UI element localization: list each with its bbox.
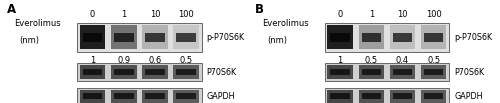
Bar: [358, 90, 384, 103]
Bar: [146, 94, 165, 99]
Text: 10: 10: [397, 10, 408, 19]
Bar: [390, 90, 415, 103]
Text: (nm): (nm): [20, 36, 40, 45]
Bar: [174, 90, 199, 103]
Bar: [174, 25, 199, 49]
Text: p-P70S6K: p-P70S6K: [454, 33, 492, 42]
Bar: [330, 33, 350, 42]
Bar: [142, 65, 168, 79]
Bar: [328, 90, 353, 103]
Text: Everolimus: Everolimus: [262, 19, 308, 28]
Bar: [424, 33, 444, 42]
Text: 10: 10: [150, 10, 160, 19]
Bar: [421, 25, 446, 49]
Text: 100: 100: [178, 10, 194, 19]
Bar: [362, 33, 381, 42]
Bar: [324, 23, 450, 52]
Bar: [421, 90, 446, 103]
Bar: [114, 33, 134, 42]
Text: 1: 1: [338, 56, 342, 65]
Text: p-P70S6K: p-P70S6K: [206, 33, 244, 42]
Bar: [393, 94, 412, 99]
Text: 0.5: 0.5: [364, 56, 378, 65]
Bar: [114, 94, 134, 99]
Bar: [390, 65, 415, 79]
Text: 0.5: 0.5: [427, 56, 440, 65]
Text: 0.6: 0.6: [148, 56, 162, 65]
Bar: [80, 25, 106, 49]
Bar: [362, 94, 381, 99]
Bar: [83, 33, 102, 42]
Text: 0.4: 0.4: [396, 56, 409, 65]
Text: A: A: [8, 3, 16, 16]
Text: 1: 1: [368, 10, 374, 19]
Bar: [111, 65, 136, 79]
Bar: [83, 94, 102, 99]
Bar: [80, 65, 106, 79]
Bar: [77, 63, 202, 81]
Bar: [328, 25, 353, 49]
Text: Everolimus: Everolimus: [14, 19, 61, 28]
Bar: [390, 25, 415, 49]
Bar: [83, 69, 102, 75]
Bar: [362, 69, 381, 75]
Bar: [142, 90, 168, 103]
Text: P70S6K: P70S6K: [454, 68, 484, 77]
Bar: [421, 65, 446, 79]
Text: 0.9: 0.9: [117, 56, 130, 65]
Bar: [146, 69, 165, 75]
Bar: [330, 94, 350, 99]
Text: (nm): (nm): [267, 36, 287, 45]
Bar: [324, 63, 450, 81]
Bar: [358, 25, 384, 49]
Bar: [142, 25, 168, 49]
Bar: [77, 23, 202, 52]
Bar: [111, 25, 136, 49]
Bar: [424, 69, 444, 75]
Bar: [176, 33, 196, 42]
Text: GAPDH: GAPDH: [454, 92, 482, 101]
Bar: [80, 90, 106, 103]
Bar: [111, 90, 136, 103]
Bar: [176, 94, 196, 99]
Bar: [393, 69, 412, 75]
Text: 100: 100: [426, 10, 442, 19]
Text: 0: 0: [90, 10, 95, 19]
Bar: [114, 69, 134, 75]
Bar: [330, 69, 350, 75]
Bar: [358, 65, 384, 79]
Text: 1: 1: [121, 10, 126, 19]
Bar: [77, 88, 202, 103]
Bar: [324, 88, 450, 103]
Bar: [174, 65, 199, 79]
Text: P70S6K: P70S6K: [206, 68, 236, 77]
Text: B: B: [255, 3, 264, 16]
Text: 0.5: 0.5: [180, 56, 193, 65]
Bar: [328, 65, 353, 79]
Text: GAPDH: GAPDH: [206, 92, 235, 101]
Text: 0: 0: [338, 10, 342, 19]
Bar: [176, 69, 196, 75]
Bar: [393, 33, 412, 42]
Bar: [424, 94, 444, 99]
Text: 1: 1: [90, 56, 95, 65]
Bar: [146, 33, 165, 42]
